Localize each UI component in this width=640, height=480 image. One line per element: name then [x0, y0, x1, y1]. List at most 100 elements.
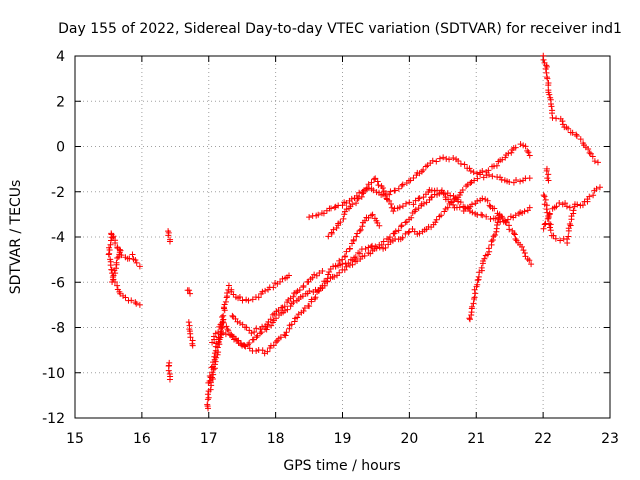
data-point: [398, 223, 405, 230]
data-point: [386, 191, 393, 198]
data-point: [133, 300, 140, 307]
data-point: [337, 219, 344, 226]
data-point: [573, 131, 580, 138]
data-point: [279, 275, 286, 282]
data-point: [259, 347, 266, 354]
data-point: [492, 215, 499, 222]
data-point: [269, 311, 276, 318]
data-point: [343, 263, 350, 270]
data-point: [544, 75, 551, 82]
data-point: [467, 167, 474, 174]
data-point: [484, 251, 491, 258]
data-point: [526, 204, 533, 211]
data-point: [315, 211, 322, 218]
y-tick-label: -4: [51, 230, 65, 246]
data-point: [243, 324, 250, 331]
x-tick-label: 18: [267, 431, 285, 447]
data-point: [116, 251, 123, 258]
data-point: [564, 236, 571, 243]
data-point: [368, 212, 375, 219]
data-point: [486, 202, 493, 209]
data-point: [380, 238, 387, 245]
data-point: [452, 194, 459, 201]
series-pass-22: [540, 52, 603, 246]
data-point: [300, 307, 307, 314]
data-point: [468, 201, 475, 208]
data-point: [253, 347, 260, 354]
data-point: [246, 340, 253, 347]
data-point: [457, 199, 464, 206]
data-point: [357, 226, 364, 233]
data-point: [128, 297, 135, 304]
data-point: [114, 282, 121, 289]
data-point: [270, 342, 277, 349]
data-point: [249, 296, 256, 303]
data-point: [541, 221, 548, 228]
data-point: [245, 297, 252, 304]
data-point: [579, 202, 586, 209]
data-point: [320, 210, 327, 217]
data-point: [478, 264, 485, 271]
data-point: [277, 334, 284, 341]
data-point: [215, 329, 222, 336]
data-point: [369, 242, 376, 249]
data-point: [573, 132, 580, 139]
data-point: [440, 190, 447, 197]
y-tick-labels: 4 2 0 -2 -4 -6 -8 -10 -12: [42, 49, 65, 427]
data-point: [396, 204, 403, 211]
data-point: [165, 367, 172, 374]
data-point: [420, 200, 427, 207]
data-point: [390, 208, 397, 215]
data-point: [321, 282, 328, 289]
data-point: [586, 149, 593, 156]
data-point: [556, 200, 563, 207]
data-point: [340, 215, 347, 222]
data-point: [408, 214, 415, 221]
data-point: [129, 251, 136, 258]
data-point: [395, 227, 402, 234]
data-point: [542, 196, 549, 203]
data-point: [209, 339, 216, 346]
data-point: [485, 171, 492, 178]
data-point: [589, 153, 596, 160]
data-point: [207, 374, 214, 381]
data-point: [270, 284, 277, 291]
data-point: [372, 175, 379, 182]
data-point: [354, 230, 361, 237]
data-point: [235, 337, 242, 344]
x-tick-label: 15: [66, 431, 84, 447]
data-point: [387, 201, 394, 208]
data-point: [456, 204, 463, 211]
y-tick-label: 0: [56, 140, 65, 156]
data-point: [229, 333, 236, 340]
data-point: [353, 233, 360, 240]
data-point: [590, 192, 597, 199]
grid-lines: [75, 56, 610, 418]
data-point: [416, 230, 423, 237]
data-point: [540, 192, 547, 199]
data-point: [472, 290, 479, 297]
data-point: [485, 245, 492, 252]
data-point: [382, 190, 389, 197]
data-point: [407, 177, 414, 184]
data-point: [222, 331, 229, 338]
data-point: [388, 204, 395, 211]
data-point: [552, 235, 559, 242]
data-point: [208, 364, 215, 371]
data-point: [204, 391, 211, 398]
data-point: [512, 235, 519, 242]
data-point: [295, 311, 302, 318]
data-point: [309, 274, 316, 281]
data-point: [526, 175, 533, 182]
series-pass-21: [466, 211, 503, 323]
data-point: [287, 303, 294, 310]
data-point: [316, 270, 323, 277]
data-point: [566, 221, 573, 228]
data-point: [547, 227, 554, 234]
data-point: [438, 212, 445, 219]
data-point: [112, 239, 119, 246]
data-point: [107, 262, 114, 269]
data-point: [220, 319, 227, 326]
data-point: [343, 199, 350, 206]
data-point: [227, 332, 234, 339]
